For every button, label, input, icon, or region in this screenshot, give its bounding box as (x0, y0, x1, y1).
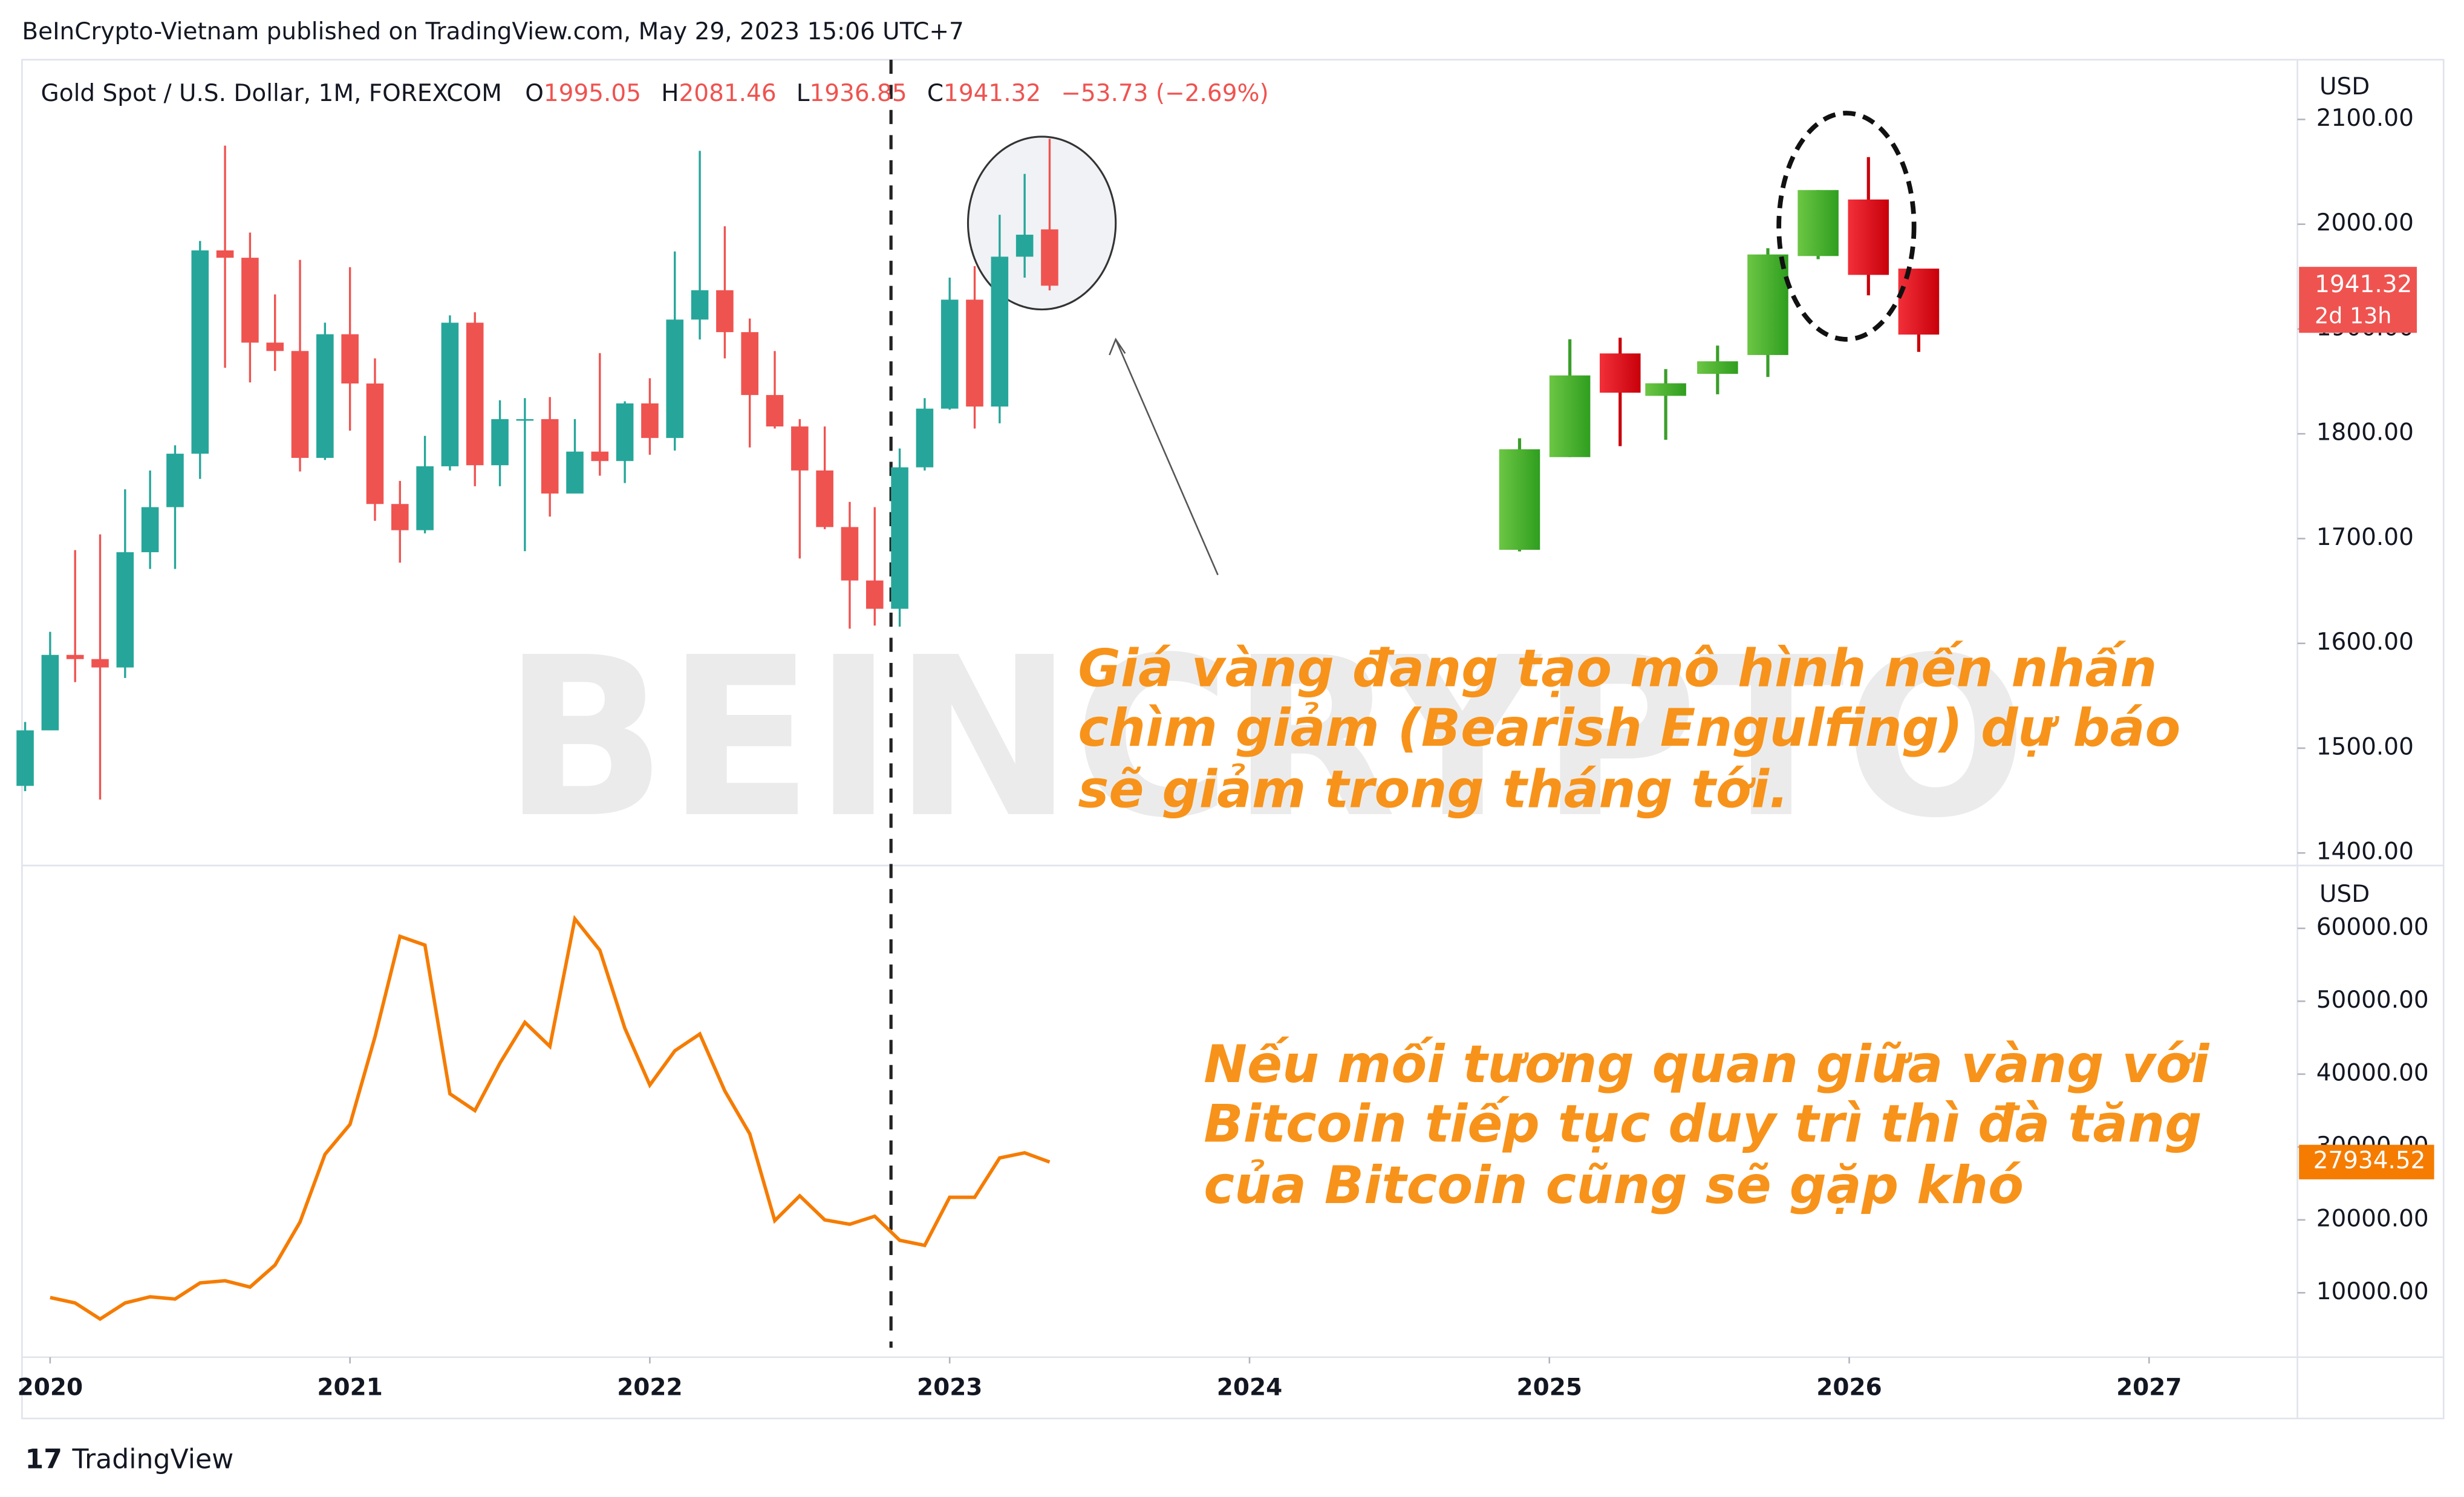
footer: TradingView (72, 1444, 234, 1475)
candle-body (816, 470, 833, 527)
candle-body (191, 250, 209, 454)
candle-body (766, 395, 784, 427)
x-tick-label: 2023 (917, 1374, 982, 1401)
x-tick-label: 2021 (317, 1374, 382, 1401)
annotation-line: của Bitcoin cũng sẽ gặp khó (1204, 1155, 2024, 1216)
candle-body (241, 258, 259, 343)
candle-body (641, 403, 659, 439)
y-tick-label: 1600.00 (2316, 628, 2414, 656)
ohlc-label: O (525, 79, 544, 106)
annotation-line: sẽ giảm trong tháng tới. (1078, 760, 1788, 820)
candle-body (16, 730, 34, 786)
y-tick-label: 1500.00 (2316, 733, 2414, 760)
candle-body (41, 654, 59, 731)
candle-body (891, 467, 908, 609)
candle-body (1015, 235, 1034, 257)
logo-mark: 17 (25, 1444, 62, 1475)
x-tick-label: 2027 (2116, 1374, 2182, 1401)
line-series (50, 915, 1051, 1322)
ohlc-label: C (927, 79, 944, 106)
price-tag (2299, 1144, 2434, 1179)
candle-body (441, 322, 459, 466)
candle-body (266, 342, 284, 351)
close-value: 1941.32 (944, 79, 1041, 106)
candle-body (541, 419, 559, 494)
symbol: Gold Spot / U.S. Dollar, 1M, FOREXCOM (41, 79, 502, 106)
currency: USD (2319, 881, 2370, 908)
annotation-line: Nếu mối tương quan giữa vàng với (1204, 1034, 2210, 1095)
y-tick-label: 20000.00 (2316, 1205, 2429, 1232)
candle-body (791, 426, 809, 471)
candle-body (116, 552, 134, 668)
ohlc-label: L (797, 79, 810, 106)
candle-body (616, 403, 634, 461)
x-tick-label: 2025 (1517, 1374, 1582, 1401)
annotation: Nếu mối tương quan giữa vàng với Bitcoin… (1204, 1034, 2227, 1216)
candle-body (666, 319, 684, 439)
candle-body (91, 659, 109, 668)
candle-body (940, 299, 959, 409)
candle-body (966, 299, 983, 407)
candle-body (216, 250, 234, 258)
header: BeInCrypto-Vietnam published on TradingV… (22, 18, 963, 45)
annotation-line: Giá vàng đang tạo mô hình nến nhấn (1078, 639, 2157, 699)
watermark: BEINCRYPTO (503, 610, 2027, 866)
open-value: 1995.05 (544, 79, 641, 106)
arrow (1115, 339, 1219, 576)
chart-frame (21, 59, 2445, 1420)
countdown: 2d 13h (2315, 302, 2391, 328)
arrow-head (1109, 338, 1126, 356)
candle-body (66, 654, 84, 659)
candle-body (841, 527, 859, 581)
price-tag-label: 27934.52 (2313, 1147, 2426, 1175)
candle-body (991, 256, 1009, 407)
annotation-line: Bitcoin tiếp tục duy trì thì đà tăng (1204, 1094, 2202, 1155)
candle-body (316, 334, 334, 458)
candle-body (341, 334, 359, 384)
candle-body (591, 451, 609, 461)
y-tick-label: 40000.00 (2316, 1059, 2429, 1086)
candle-body (865, 580, 884, 609)
ohlc-label: H (661, 79, 679, 106)
annotation-line: chìm giảm (Bearish Engulfing) dự báo (1078, 699, 2180, 759)
candle-body (516, 419, 534, 421)
candle-body (391, 504, 409, 530)
candle-body (916, 408, 934, 468)
candle-body (741, 332, 758, 396)
x-tick-label: 2026 (1816, 1374, 1882, 1401)
low-value: 1936.85 (810, 79, 907, 106)
x-tick-label: 2022 (617, 1374, 682, 1401)
y-tick-label: 2000.00 (2316, 209, 2414, 236)
price-tag (2299, 267, 2417, 333)
candle-body (466, 322, 484, 466)
candle-body (141, 507, 159, 552)
candle-body (166, 454, 184, 507)
symbol-legend: Gold Spot / U.S. Dollar, 1M, FOREXCOM O1… (41, 79, 1269, 106)
y-tick-label: 60000.00 (2316, 913, 2429, 941)
y-tick-label: 1800.00 (2316, 419, 2414, 446)
candle-body (416, 466, 434, 530)
high-value: 2081.46 (679, 79, 777, 106)
candle-body (716, 290, 734, 333)
change: −53.73 (−2.69%) (1061, 79, 1268, 106)
candle-body (1041, 229, 1058, 286)
candle-body (291, 351, 309, 458)
candle-body (566, 451, 584, 494)
y-tick-label: 1700.00 (2316, 524, 2414, 551)
schematic-candles (1499, 111, 1940, 552)
y-tick-label: 1400.00 (2316, 838, 2414, 866)
candle-body (691, 290, 709, 320)
price-tag-label: 1941.32 (2315, 271, 2412, 298)
x-tick-label: 2020 (18, 1374, 83, 1401)
currency: USD (2319, 73, 2370, 100)
candle-body (491, 419, 509, 466)
x-tick-label: 2024 (1217, 1374, 1282, 1401)
footer-logo: 17 TradingView (25, 1444, 234, 1475)
annotation: Giá vàng đang tạo mô hình nến nhấn chìm … (1078, 639, 2198, 820)
y-tick-label: 10000.00 (2316, 1278, 2429, 1305)
y-tick-label: 2100.00 (2316, 105, 2414, 132)
candle-body (366, 383, 384, 504)
y-tick-label: 50000.00 (2316, 987, 2429, 1014)
